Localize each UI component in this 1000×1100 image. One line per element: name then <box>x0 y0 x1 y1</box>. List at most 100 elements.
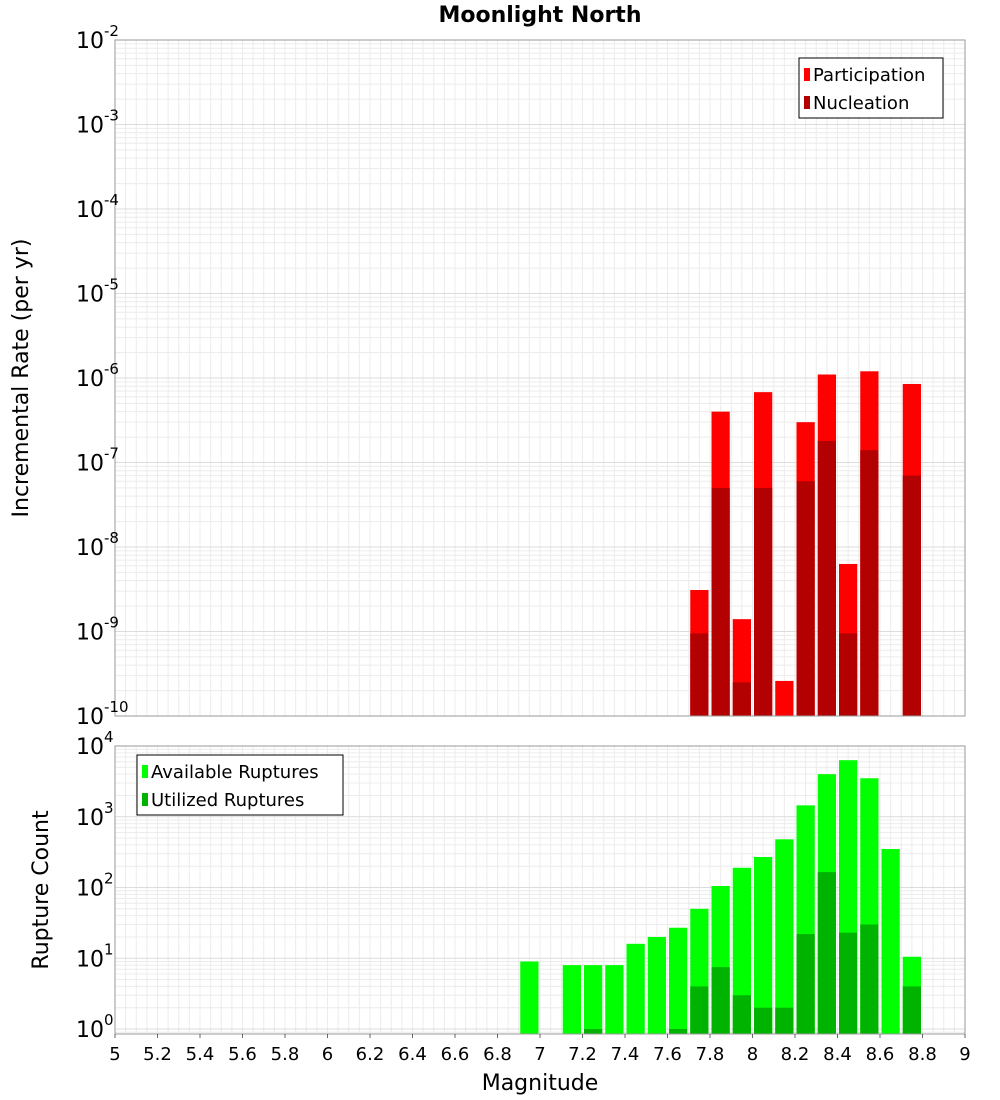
bar <box>690 633 709 716</box>
x-tick-label: 7.2 <box>568 1044 597 1065</box>
y-tick-label: 10 <box>76 452 104 477</box>
y-tick-exponent: -9 <box>104 614 119 632</box>
bar <box>605 965 624 1034</box>
x-tick-label: 9 <box>959 1044 970 1065</box>
y-tick-exponent: -3 <box>104 107 119 125</box>
bar <box>902 986 921 1034</box>
x-axis-title: Magnitude <box>482 1071 599 1096</box>
bar <box>732 995 751 1034</box>
x-tick-label: 7.4 <box>611 1044 640 1065</box>
plot-frame <box>114 39 966 717</box>
x-tick-label: 7.8 <box>696 1044 725 1065</box>
y-tick-label: 10 <box>76 1018 104 1043</box>
bar <box>669 1029 688 1034</box>
y-tick-exponent: -2 <box>104 22 119 40</box>
x-tick-label: 6.6 <box>441 1044 470 1065</box>
legend-box <box>136 754 344 816</box>
x-tick-label: 8 <box>747 1044 758 1065</box>
bar <box>817 872 836 1034</box>
y-tick-label: 10 <box>76 705 104 730</box>
x-tick-label: 5.2 <box>143 1044 172 1065</box>
chart-title: Moonlight North <box>438 3 641 28</box>
x-tick-label: 8.2 <box>781 1044 810 1065</box>
legend-swatch <box>804 68 810 81</box>
legend-label: Participation <box>813 65 925 86</box>
bar <box>732 867 751 1034</box>
bar <box>775 1007 794 1034</box>
bar <box>796 934 815 1034</box>
y-tick-label: 10 <box>76 283 104 308</box>
y-tick-exponent: -10 <box>104 698 129 716</box>
y-tick-exponent: -4 <box>104 191 119 209</box>
y-tick-label: 10 <box>76 536 104 561</box>
bar <box>669 927 688 1034</box>
legend: Participation Nucleation <box>798 57 944 119</box>
bar <box>860 924 879 1034</box>
legend-swatch <box>142 765 148 778</box>
bar <box>520 961 539 1034</box>
series-utilized-ruptures <box>584 872 921 1034</box>
x-tick-label: 7 <box>534 1044 545 1065</box>
bar <box>584 965 603 1034</box>
bar <box>732 682 751 716</box>
bar <box>754 487 773 716</box>
y-tick-exponent: 3 <box>104 799 114 817</box>
bar <box>796 481 815 716</box>
y-tick-label: 10 <box>76 198 104 223</box>
x-tick-label: 8.6 <box>866 1044 895 1065</box>
y-tick-label: 10 <box>76 114 104 139</box>
bar <box>711 967 730 1034</box>
y-axis-title: Rupture Count <box>29 810 54 970</box>
bar <box>775 680 794 716</box>
bar <box>881 849 900 1034</box>
x-tick-label: 7.6 <box>653 1044 682 1065</box>
legend-box <box>798 57 944 119</box>
bar <box>902 475 921 716</box>
x-tick-label: 5.4 <box>186 1044 215 1065</box>
legend-label: Utilized Ruptures <box>151 790 304 811</box>
y-tick-exponent: -5 <box>104 276 119 294</box>
legend: Available Ruptures Utilized Ruptures <box>136 754 344 816</box>
x-tick-label: 6.8 <box>483 1044 512 1065</box>
bar <box>626 943 645 1034</box>
x-tick-label: 8.8 <box>908 1044 937 1065</box>
bar <box>817 440 836 716</box>
bar <box>860 450 879 716</box>
y-tick-exponent: -6 <box>104 360 119 378</box>
x-tick-label: 8.4 <box>823 1044 852 1065</box>
x-tick-label: 6.4 <box>398 1044 427 1065</box>
legend-label: Available Ruptures <box>151 762 319 783</box>
legend-label: Nucleation <box>813 93 909 114</box>
bar <box>754 856 773 1034</box>
series-nucleation <box>690 440 921 716</box>
x-tick-label: 5.6 <box>228 1044 257 1065</box>
bar <box>839 633 858 716</box>
y-tick-label: 10 <box>76 29 104 54</box>
y-tick-exponent: -7 <box>104 445 119 463</box>
bar <box>647 936 666 1034</box>
x-tick-label: 5 <box>109 1044 120 1065</box>
legend-swatch <box>142 793 148 806</box>
y-tick-label: 10 <box>76 806 104 831</box>
grid <box>114 39 966 717</box>
y-tick-label: 10 <box>76 367 104 392</box>
y-tick-exponent: 0 <box>104 1011 114 1029</box>
y-tick-exponent: 1 <box>104 940 114 958</box>
y-tick-label: 10 <box>76 877 104 902</box>
y-tick-label: 10 <box>76 621 104 646</box>
x-tick-label: 5.8 <box>271 1044 300 1065</box>
y-tick-label: 10 <box>76 735 104 760</box>
y-tick-exponent: -8 <box>104 529 119 547</box>
y-axis-title: Incremental Rate (per yr) <box>9 239 34 518</box>
y-tick-label: 10 <box>76 947 104 972</box>
legend-swatch <box>804 96 810 109</box>
bar <box>775 839 794 1034</box>
bar <box>562 965 581 1034</box>
x-tick-label: 6 <box>322 1044 333 1065</box>
bar <box>754 1007 773 1034</box>
bar <box>711 487 730 716</box>
bar <box>690 986 709 1034</box>
